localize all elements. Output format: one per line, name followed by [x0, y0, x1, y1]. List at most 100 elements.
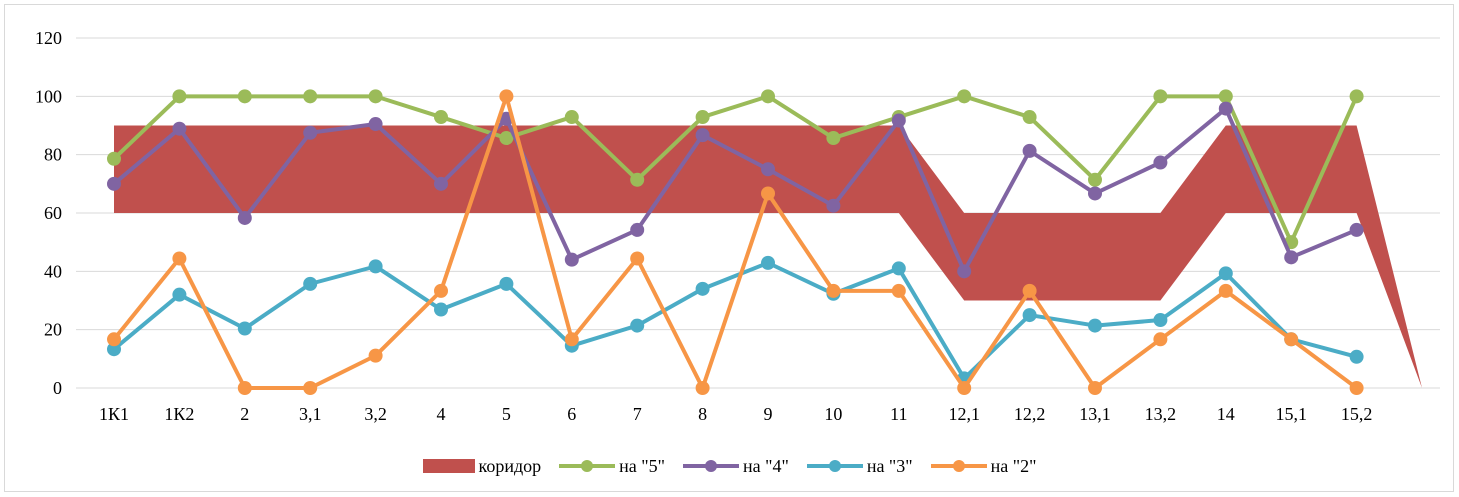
series-4-point	[237, 210, 252, 225]
series-4-point	[1022, 143, 1037, 158]
series-5-line	[112, 94, 1359, 245]
series-5-point	[303, 89, 318, 104]
x-tick-label: 2	[240, 404, 249, 424]
series-5-point	[368, 89, 383, 104]
series-3-point	[1088, 318, 1102, 333]
series-4-point	[172, 121, 187, 136]
series-2-point	[630, 251, 645, 266]
series-2-point	[1284, 332, 1299, 347]
series-2-point	[891, 283, 906, 298]
series-3-point	[237, 321, 252, 336]
y-tick-label-40: 40	[44, 261, 62, 281]
x-tick-label: 13,1	[1079, 404, 1111, 424]
series-4-point	[564, 252, 579, 267]
series-5-point	[1218, 89, 1233, 104]
x-tick-label: 8	[698, 404, 707, 424]
series-2-point	[107, 332, 121, 347]
series-5-point	[630, 172, 645, 187]
series-5-swatch	[559, 460, 616, 472]
x-tick-label: 6	[567, 404, 576, 424]
x-tick-label: 5	[502, 404, 511, 424]
series-2-point	[564, 332, 579, 347]
legend-label-3: на "3"	[866, 455, 913, 476]
series-lines	[107, 89, 1364, 395]
legend-item-2: на "2"	[930, 456, 1036, 477]
x-axis-ticks: 1К1 1К2 2 3,1 3,2 4 5 6 7 8 9 10 11 12,1 12,2 13,1 13,2 1…	[99, 404, 1372, 424]
y-tick-label-80: 80	[44, 145, 62, 165]
y-tick-label-20: 20	[44, 320, 62, 340]
series-3-point	[368, 259, 383, 274]
series-5-point	[957, 89, 972, 104]
series-2-swatch	[930, 460, 987, 472]
legend-label-corridor: коридор	[478, 455, 542, 476]
series-2-point	[303, 381, 318, 395]
series-2-point	[1088, 381, 1102, 395]
y-axis-ticks: 0 20 40 60 80 100 120	[35, 28, 62, 398]
y-tick-label-100: 100	[35, 86, 62, 106]
series-5-point	[1153, 89, 1168, 104]
corridor-area	[114, 125, 1422, 388]
legend-item-corridor: коридор	[422, 455, 542, 477]
x-tick-label: 4	[437, 404, 446, 424]
series-5-point	[761, 89, 775, 104]
series-4-point	[434, 176, 448, 191]
series-2	[107, 89, 1364, 395]
x-tick-label: 1К2	[164, 404, 194, 424]
series-3-point	[172, 287, 187, 302]
series-4-swatch	[682, 460, 739, 472]
x-tick-label: 11	[890, 404, 907, 424]
corridor-swatch	[422, 459, 475, 473]
series-2-point	[237, 381, 252, 395]
series-2-point	[1022, 283, 1037, 298]
series-2-point	[499, 89, 514, 104]
series-4-line	[112, 106, 1358, 274]
legend-label-4: на "4"	[742, 455, 789, 476]
series-2-point	[434, 283, 448, 298]
series-3-point	[630, 318, 645, 333]
series-4-point	[368, 117, 383, 132]
series-4-point	[891, 113, 906, 128]
legend-item-3: на "3"	[806, 455, 913, 477]
legend-item-4: на "4"	[682, 455, 789, 477]
x-tick-label: 14	[1217, 404, 1235, 424]
series-5-point	[434, 110, 448, 125]
x-tick-label: 10	[824, 404, 842, 424]
chart-frame	[4, 4, 1454, 492]
series-3-line	[112, 260, 1358, 381]
series-4	[107, 101, 1364, 279]
series-4-point	[630, 222, 645, 237]
series-4-point	[761, 162, 775, 177]
series-5-point	[1349, 89, 1364, 104]
legend-item-5: на "5"	[559, 456, 665, 477]
series-5-point	[172, 89, 187, 104]
series-3-point	[499, 276, 514, 291]
series-3-swatch	[806, 460, 863, 472]
x-tick-label: 15,2	[1341, 404, 1373, 424]
series-2-point	[761, 186, 775, 201]
series-2-point	[172, 251, 187, 266]
series-3-point	[891, 261, 906, 276]
x-tick-label: 3,1	[299, 404, 322, 424]
legend: коридор на "5" на "4" на "3" на "2"	[0, 452, 1459, 480]
series-5-point	[826, 131, 841, 146]
x-tick-label: 1К1	[99, 404, 129, 424]
series-5-point	[107, 151, 121, 166]
series-2-point	[368, 348, 383, 363]
series-5-point	[564, 110, 579, 125]
series-3-point	[1349, 349, 1364, 364]
legend-label-5: на "5"	[619, 455, 665, 476]
x-tick-label: 7	[633, 404, 642, 424]
series-3-point	[1153, 313, 1168, 328]
series-5-point	[1088, 172, 1102, 187]
series-5-point	[695, 110, 710, 125]
series-4-point	[1153, 155, 1168, 170]
series-2-point	[1153, 332, 1168, 347]
series-5-point	[237, 89, 252, 104]
y-tick-label-0: 0	[53, 378, 62, 398]
series-3-point	[434, 302, 448, 317]
series-4-point	[303, 125, 318, 140]
series-3-point	[695, 281, 710, 296]
series-4-point	[1088, 186, 1102, 201]
y-tick-label-60: 60	[44, 203, 62, 223]
